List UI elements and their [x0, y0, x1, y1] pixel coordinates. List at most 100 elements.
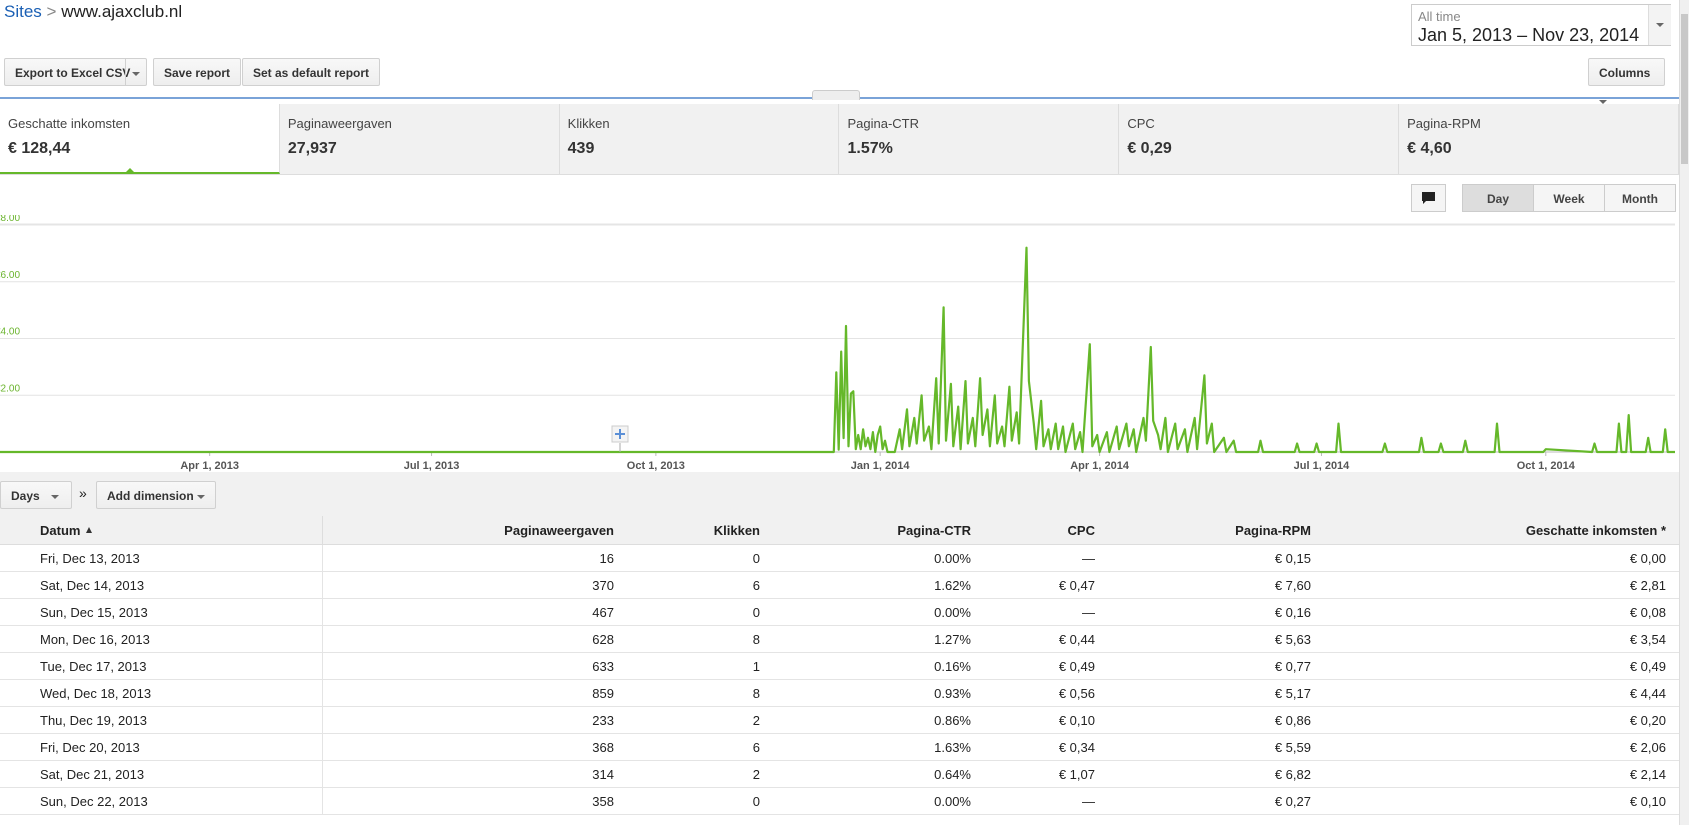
table-cell: 358 [592, 794, 614, 809]
y-tick-label: €6.00 [0, 270, 20, 281]
metric-tab[interactable]: Paginaweergaven 27,937 [279, 104, 560, 174]
table-cell: 1 [752, 659, 760, 674]
annotation-button[interactable] [1411, 184, 1446, 212]
breadcrumb: Sites > www.ajaxclub.nl [4, 2, 182, 22]
table-cell: € 0,47 [1058, 578, 1095, 593]
y-tick-label: €2.00 [0, 383, 20, 394]
site-name: www.ajaxclub.nl [61, 2, 183, 21]
table-cell: 8 [752, 632, 760, 647]
table-row: Fri, Dec 20, 2013 368 6 1.63% € 0,34 € 5,59 € … [0, 734, 1679, 761]
table-cell: € 0,49 [1629, 659, 1666, 674]
table-cell: 314 [592, 767, 614, 782]
metric-label: Paginaweergaven [287, 116, 392, 131]
days-dropdown[interactable]: Days [0, 481, 72, 509]
column-separator [322, 734, 323, 761]
column-header[interactable]: Geschatte inkomsten * [1525, 523, 1666, 538]
columns-button[interactable]: Columns [1588, 58, 1665, 104]
table-cell: 370 [592, 578, 614, 593]
metric-tab[interactable]: Pagina-CTR 1.57% [839, 104, 1120, 174]
table-cell: Tue, Dec 17, 2013 [40, 659, 147, 674]
column-separator [322, 680, 323, 707]
breadcrumb-link[interactable]: Sites [4, 2, 42, 21]
x-tick-label: Oct 1, 2014 [1517, 460, 1576, 472]
metric-value: € 0,29 [1127, 140, 1172, 157]
column-header[interactable]: CPC [1067, 523, 1095, 538]
table-cell: 859 [592, 686, 614, 701]
metric-value: € 4,60 [1407, 140, 1452, 157]
collapse-handle[interactable] [812, 90, 860, 100]
table-cell: 633 [592, 659, 614, 674]
metric-tab[interactable]: CPC € 0,29 [1119, 104, 1400, 174]
table-cell: 0 [752, 605, 760, 620]
table-header: Datum Paginaweergaven Klikken Pagina-CTR CPC… [0, 516, 1679, 545]
table-cell: 0.00% [934, 551, 971, 566]
column-header[interactable]: Klikken [713, 523, 760, 538]
granularity-button[interactable]: Day [1462, 184, 1534, 212]
column-header[interactable]: Pagina-RPM [1235, 523, 1311, 538]
table-cell: € 0,20 [1629, 713, 1666, 728]
table-cell: € 0,34 [1058, 740, 1095, 755]
metric-value: 439 [567, 140, 595, 157]
column-separator [322, 572, 323, 599]
granularity-button[interactable]: Month [1604, 184, 1676, 212]
export-button[interactable]: Export to Excel CSV [4, 58, 147, 86]
table-cell: € 0,27 [1274, 794, 1311, 809]
column-separator [322, 761, 323, 788]
table-cell: 2 [752, 767, 760, 782]
table-cell: 0.16% [934, 659, 971, 674]
table-cell: € 0,15 [1274, 551, 1311, 566]
table-cell: Fri, Dec 20, 2013 [40, 740, 140, 755]
date-picker[interactable]: All time Jan 5, 2013 – Nov 23, 2014 [1411, 4, 1671, 46]
table-row: Sat, Dec 21, 2013 314 2 0.64% € 1,07 € 6,82 € … [0, 761, 1679, 788]
metric-tab[interactable]: Klikken 439 [559, 104, 840, 174]
metric-tab[interactable]: Pagina-RPM € 4,60 [1399, 104, 1679, 174]
table-cell: € 0,77 [1274, 659, 1311, 674]
table-row: Thu, Dec 19, 2013 233 2 0.86% € 0,10 € 0,86 € … [0, 707, 1679, 734]
table-cell: € 0,00 [1629, 551, 1666, 566]
report-table: Datum Paginaweergaven Klikken Pagina-CTR CPC… [0, 516, 1679, 815]
scroll-thumb[interactable] [1681, 14, 1688, 164]
table-cell: 6 [752, 740, 760, 755]
table-cell: Sat, Dec 21, 2013 [40, 767, 145, 782]
y-tick-label: €4.00 [0, 327, 20, 338]
table-cell: 8 [752, 686, 760, 701]
scrollbar[interactable] [1679, 0, 1689, 825]
table-cell: € 4,44 [1629, 686, 1666, 701]
y-tick-label: €8.00 [0, 215, 20, 224]
metric-value: 27,937 [287, 140, 337, 157]
date-dropdown[interactable] [1648, 5, 1671, 45]
sort-arrow [86, 527, 93, 533]
column-header[interactable]: Datum [40, 516, 93, 545]
table-row: Sun, Dec 22, 2013 358 0 0.00% — € 0,27 € 0,10 [0, 788, 1679, 815]
export-label: Export to Excel CSV [15, 66, 131, 80]
table-row: Fri, Dec 13, 2013 16 0 0.00% — € 0,15 € 0,00 [0, 545, 1679, 572]
table-cell: € 1,07 [1058, 767, 1095, 782]
metric-tab[interactable]: Geschatte inkomsten € 128,44 [0, 104, 280, 174]
table-cell: 0 [752, 551, 760, 566]
metric-label: Pagina-RPM [1407, 116, 1481, 131]
default-report-button[interactable]: Set as default report [242, 58, 381, 86]
chart: €2.00 €4.00 €6.00 €8.00 Apr 1, 2013 Jul 1, 20… [0, 215, 1675, 472]
column-header[interactable]: Pagina-CTR [897, 523, 971, 538]
table-cell: 467 [592, 605, 614, 620]
table-cell: € 5,17 [1274, 686, 1311, 701]
save-report-button[interactable]: Save report [153, 58, 242, 86]
table-cell: 368 [592, 740, 614, 755]
x-tick-label: Apr 1, 2013 [180, 460, 239, 472]
x-tick-label: Oct 1, 2013 [627, 460, 685, 472]
table-cell: € 2,81 [1629, 578, 1666, 593]
add-dimension-button[interactable]: Add dimension [96, 481, 217, 509]
column-separator [322, 545, 323, 572]
metric-value: 1.57% [847, 140, 893, 157]
table-cell: — [1082, 551, 1095, 566]
date-range-label: All time [1418, 9, 1461, 24]
granularity-button[interactable]: Week [1533, 184, 1605, 212]
column-header[interactable]: Paginaweergaven [504, 523, 614, 538]
table-cell: 0.93% [934, 686, 971, 701]
table-cell: € 0,10 [1058, 713, 1095, 728]
column-separator [322, 626, 323, 653]
column-separator [322, 653, 323, 680]
table-cell: 0 [752, 794, 760, 809]
table-cell: 0.86% [934, 713, 971, 728]
